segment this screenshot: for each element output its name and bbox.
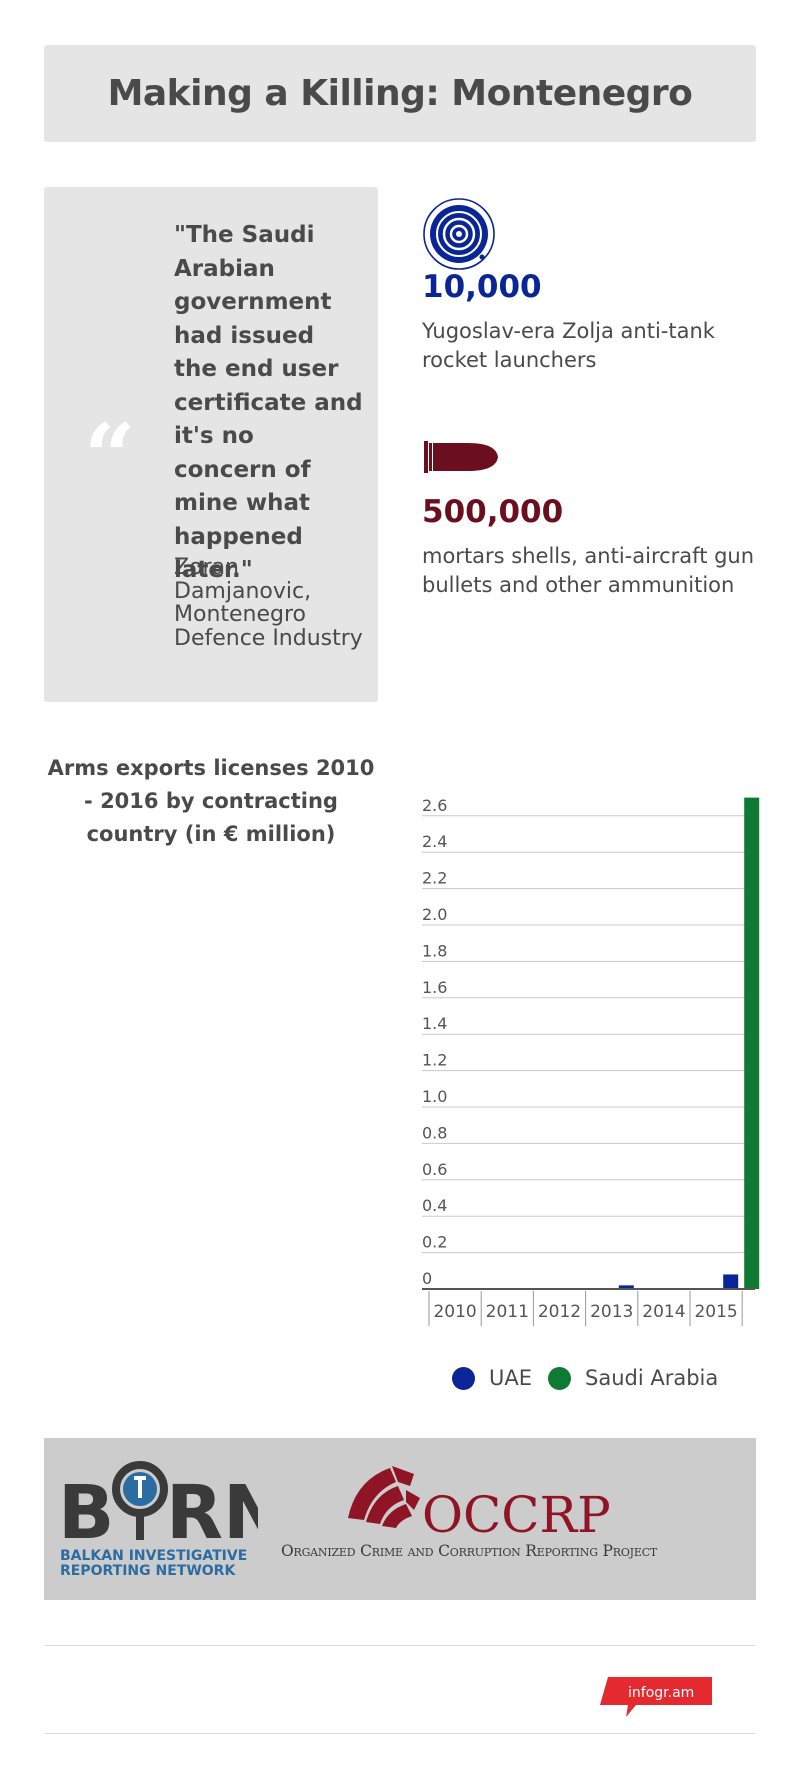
quote-mark-icon: “: [84, 404, 136, 510]
y-tick-label: 1.0: [422, 1087, 447, 1106]
stat-number: 500,000: [422, 494, 564, 530]
y-tick-label: 1.6: [422, 978, 447, 997]
infogram-label: infogr.am: [628, 1685, 694, 1701]
y-tick-label: 0: [422, 1269, 432, 1288]
y-tick-label: 0.8: [422, 1123, 447, 1142]
target-icon: [422, 197, 762, 270]
infogram-badge[interactable]: infogr.am: [598, 1675, 718, 1724]
x-tick-label: 2010: [433, 1302, 476, 1322]
birn-rn: RN: [166, 1470, 258, 1548]
legend-dot-uae: [452, 1366, 475, 1390]
quote-author: Zoran Damjanovic, Montenegro Defence Ind…: [174, 555, 363, 651]
y-tick-label: 2.4: [422, 832, 447, 851]
x-tick-label: 2014: [642, 1302, 685, 1322]
y-tick-label: 0.4: [422, 1196, 447, 1215]
stat-ammunition: 500,000 mortars shells, anti-aircraft gu…: [422, 432, 762, 600]
y-tick-label: 0.2: [422, 1233, 447, 1252]
birn-b: B: [58, 1470, 114, 1548]
occrp-logo: OCCRP: [348, 1466, 611, 1542]
occrp-wordmark: OCCRP: [422, 1486, 611, 1542]
x-tick-label: 2012: [538, 1302, 581, 1322]
y-tick-label: 2.6: [422, 796, 447, 815]
legend-item-saudi-arabia: Saudi Arabia: [548, 1366, 718, 1390]
quote-text: "The Saudi Arabian government had issued…: [174, 222, 363, 583]
quote-box: “ "The Saudi Arabian government had issu…: [44, 187, 378, 702]
y-tick-label: 0.6: [422, 1160, 447, 1179]
y-tick-label: 1.8: [422, 941, 447, 960]
divider: [44, 1645, 756, 1646]
bar-chart: 0 0.2 0.4 0.6 0.8 1.0 1.2 1.4 1.6 1.8 2.0 2.2 2.4 2.6…: [422, 796, 760, 1326]
stat-number: 10,000: [422, 269, 542, 305]
legend-dot-saudi: [548, 1366, 572, 1390]
divider: [44, 1733, 756, 1734]
legend-label: UAE: [489, 1366, 533, 1390]
x-tick-label: 2013: [590, 1302, 633, 1322]
bullet-icon: [422, 432, 762, 494]
stat-description: mortars shells, anti-aircraft gun bullet…: [422, 544, 755, 597]
y-tick-label: 1.4: [422, 1014, 447, 1033]
x-tick-label: 2011: [486, 1302, 529, 1322]
stat-rocket-launchers: 10,000 Yugoslav-era Zolja anti-tank rock…: [422, 197, 762, 375]
occrp-subtitle: Organized Crime and Corruption Reporting…: [281, 1542, 658, 1560]
birn-logo: B RN: [58, 1461, 258, 1548]
y-tick-label: 2.2: [422, 869, 447, 888]
legend-item-uae: UAE: [452, 1366, 532, 1390]
legend-label: Saudi Arabia: [585, 1366, 719, 1390]
birn-subtitle: BALKAN INVESTIGATIVE REPORTING NETWORK: [60, 1548, 248, 1579]
chart-title: Arms exports licenses 2010 - 2016 by con…: [47, 756, 375, 846]
x-tick-label: 2015: [694, 1302, 737, 1322]
y-tick-label: 2.0: [422, 905, 447, 924]
partner-logos: B RN BALKAN INVESTIGATIVE REPORTING NETW…: [44, 1438, 756, 1600]
title-banner: Making a Killing: Montenegro: [44, 45, 756, 142]
page-title: Making a Killing: Montenegro: [107, 73, 693, 114]
y-tick-label: 1.2: [422, 1051, 447, 1070]
chart-legend: UAE Saudi Arabia: [452, 1366, 734, 1390]
bar-saudi-arabia-2015[interactable]: [744, 797, 760, 1289]
bar-uae-2013[interactable]: [618, 1285, 634, 1289]
stat-description: Yugoslav-era Zolja anti-tank rocket laun…: [422, 319, 715, 372]
bar-uae-2015[interactable]: [723, 1274, 739, 1289]
